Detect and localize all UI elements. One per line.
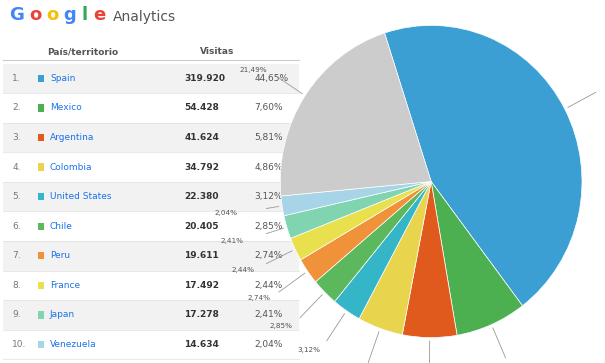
Text: 54.428: 54.428 [185, 103, 220, 113]
Wedge shape [290, 182, 431, 260]
Text: g: g [64, 5, 76, 24]
Text: 4,86%: 4,86% [254, 163, 283, 172]
Bar [3, 300, 299, 330]
Text: France: France [50, 281, 80, 290]
Text: 10.: 10. [12, 340, 27, 349]
Bar [38, 223, 44, 230]
Text: 2,44%: 2,44% [231, 267, 254, 273]
Text: Visitas: Visitas [200, 47, 234, 56]
Text: United States: United States [50, 192, 111, 201]
Text: Chile: Chile [50, 222, 73, 231]
Text: 17.278: 17.278 [185, 310, 220, 319]
Bar [3, 241, 299, 270]
Text: 2,41%: 2,41% [220, 238, 243, 244]
Bar [3, 93, 299, 123]
Bar [38, 193, 44, 200]
Text: Spain: Spain [50, 74, 75, 83]
Bar [38, 282, 44, 289]
Wedge shape [284, 182, 431, 238]
Text: 22.380: 22.380 [185, 192, 219, 201]
Text: 7,60%: 7,60% [254, 103, 283, 113]
Text: 8.: 8. [12, 281, 21, 290]
Text: Mexico: Mexico [50, 103, 82, 113]
Text: 2,44%: 2,44% [254, 281, 283, 290]
Text: 6.: 6. [12, 222, 21, 231]
Text: País/territorio: País/territorio [47, 47, 118, 56]
Wedge shape [431, 182, 523, 335]
Bar [3, 152, 299, 182]
Bar [38, 311, 44, 319]
Text: Analytics: Analytics [113, 9, 175, 24]
Bar [38, 134, 44, 141]
Text: 7.: 7. [12, 251, 21, 260]
Text: 2,04%: 2,04% [214, 210, 237, 216]
Text: 2,41%: 2,41% [254, 310, 283, 319]
Text: 21,49%: 21,49% [240, 67, 267, 73]
Wedge shape [402, 182, 457, 338]
Wedge shape [281, 182, 431, 216]
Wedge shape [359, 182, 431, 335]
Text: o: o [30, 5, 42, 24]
Text: 4.: 4. [12, 163, 21, 172]
Text: Venezuela: Venezuela [50, 340, 97, 349]
Text: l: l [81, 5, 87, 24]
Text: 3,12%: 3,12% [298, 347, 321, 353]
Text: 2,04%: 2,04% [254, 340, 283, 349]
Text: Peru: Peru [50, 251, 70, 260]
Text: 5,81%: 5,81% [254, 133, 283, 142]
Text: 2.: 2. [12, 103, 21, 113]
Text: 9.: 9. [12, 310, 21, 319]
Text: 2,74%: 2,74% [247, 295, 270, 301]
Text: Colombia: Colombia [50, 163, 93, 172]
Text: 17.492: 17.492 [185, 281, 220, 290]
Text: 19.611: 19.611 [185, 251, 219, 260]
Text: 3.: 3. [12, 133, 21, 142]
Text: G: G [9, 5, 24, 24]
Bar [3, 270, 299, 300]
Text: 2,85%: 2,85% [269, 323, 292, 329]
Bar [3, 330, 299, 359]
Bar [3, 182, 299, 211]
Bar [3, 211, 299, 241]
Text: 5.: 5. [12, 192, 21, 201]
Bar [38, 252, 44, 260]
Wedge shape [280, 33, 431, 196]
Bar [38, 104, 44, 111]
Text: 34.792: 34.792 [185, 163, 220, 172]
Text: 20.405: 20.405 [185, 222, 219, 231]
Bar [3, 64, 299, 93]
Wedge shape [301, 182, 431, 282]
Text: e: e [93, 5, 105, 24]
Text: Japan: Japan [50, 310, 75, 319]
Text: 2,85%: 2,85% [254, 222, 283, 231]
Text: 41.624: 41.624 [185, 133, 220, 142]
Wedge shape [316, 182, 431, 302]
Bar [38, 75, 44, 82]
Text: 44,65%: 44,65% [254, 74, 288, 83]
Text: o: o [47, 5, 59, 24]
Text: 319.920: 319.920 [185, 74, 226, 83]
Text: Argentina: Argentina [50, 133, 94, 142]
Text: 3,12%: 3,12% [254, 192, 283, 201]
Text: 2,74%: 2,74% [254, 251, 283, 260]
Bar [38, 341, 44, 348]
Wedge shape [335, 182, 431, 319]
Bar [3, 123, 299, 152]
Text: 14.634: 14.634 [185, 340, 220, 349]
Wedge shape [385, 25, 582, 306]
Text: 1.: 1. [12, 74, 21, 83]
Bar [38, 163, 44, 171]
